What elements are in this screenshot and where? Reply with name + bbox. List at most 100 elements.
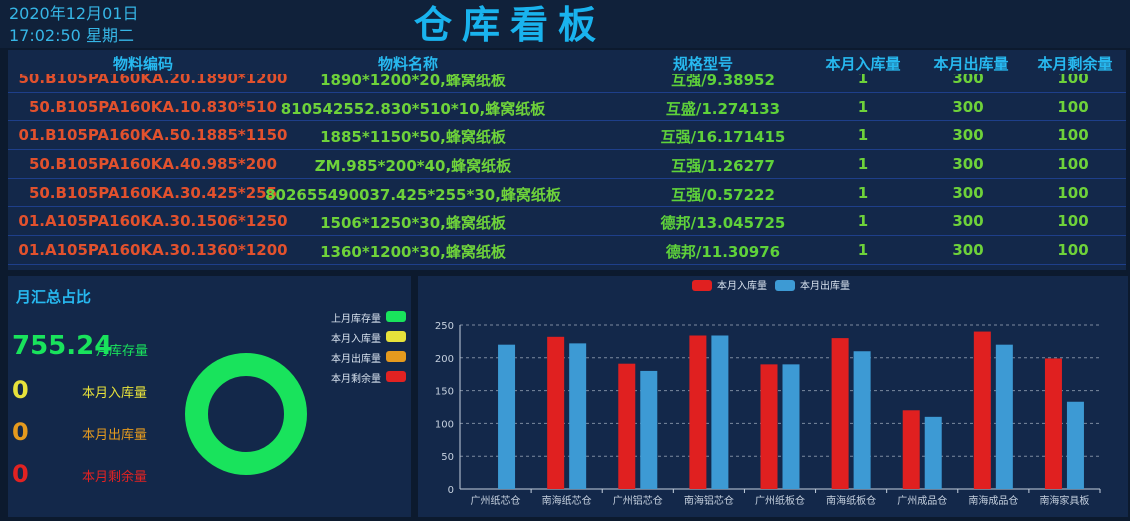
legend-swatch-out (386, 351, 406, 362)
x-tick-label: 广州纸芯仓 (471, 494, 521, 507)
legend-label-in: 本月入库量 (331, 330, 381, 345)
donut-chart (184, 352, 308, 476)
datetime: 2020年12月01日 17:02:50 星期二 (9, 3, 138, 47)
y-tick-label: 150 (435, 387, 454, 398)
table-cell: 802655490037.425*255*30,蜂窝纸板 (258, 184, 568, 205)
table-cell: 1 (803, 126, 923, 144)
column-header-name: 物料名称 (288, 53, 528, 74)
bar (498, 345, 515, 489)
remain-value: 0 (12, 460, 29, 488)
bar (996, 345, 1013, 489)
table-cell: 100 (1013, 212, 1126, 230)
table-cell: 1 (803, 184, 923, 202)
table-cell: 50.B105PA160KA.10.830*510 (8, 98, 298, 116)
table-cell: 1 (803, 155, 923, 173)
x-tick-label: 南海铝芯仓 (684, 494, 734, 507)
legend-swatch-last-stock (386, 311, 406, 322)
column-header-in: 本月入库量 (808, 53, 918, 74)
page-title: 仓库看板 (414, 2, 606, 48)
bar (903, 410, 920, 489)
y-tick-label: 200 (435, 354, 454, 365)
legend-swatch (692, 280, 712, 291)
table-cell: 100 (1013, 126, 1126, 144)
date-text: 2020年12月01日 (9, 3, 138, 25)
bar (689, 335, 706, 489)
header-bar: 2020年12月01日 17:02:50 星期二 仓库看板 (0, 0, 1130, 48)
table-cell: 50.B105PA160KA.40.985*200 (8, 155, 298, 173)
bar (925, 417, 942, 489)
summary-panel: 月汇总占比 755.24 月库存量 0 本月入库量 0 本月出库量 0 本月剩余… (8, 276, 411, 517)
summary-title: 月汇总占比 (16, 286, 91, 307)
bar (640, 371, 657, 489)
table-cell: 1 (803, 212, 923, 230)
column-header-code: 物料编码 (63, 53, 223, 74)
legend-label: 本月入库量 (717, 279, 767, 292)
table-cell: 300 (908, 126, 1028, 144)
out-label: 本月出库量 (82, 424, 147, 443)
table-header: 物料编码 物料名称 规格型号 本月入库量 本月出库量 本月剩余量 (8, 50, 1126, 74)
y-tick-label: 50 (441, 452, 454, 463)
legend-swatch (775, 280, 795, 291)
table-row: 01.B105PA160KA.50.1880*12501880*1250*50,… (8, 265, 1126, 270)
warehouse-bar-chart: 0 50 100 150 200 250 广州纸芯仓 南海纸芯仓 广州铝芯仓 南海铝芯仓 广州纸板仓… (418, 276, 1128, 517)
table-cell: 300 (908, 155, 1028, 173)
legend-swatch-remain (386, 371, 406, 382)
out-value: 0 (12, 418, 29, 446)
table-cell: 1885*1150*50,蜂窝纸板 (258, 126, 568, 147)
y-tick-label: 0 (448, 485, 454, 496)
table-cell: 50.B105PA160KA.30.425*255 (8, 184, 298, 202)
table-cell: 810542552.830*510*10,蜂窝纸板 (258, 98, 568, 119)
bar (1067, 402, 1084, 489)
stock-label: 月库存量 (96, 340, 148, 359)
bar (1045, 358, 1062, 489)
legend-label-last-stock: 上月库存量 (331, 310, 381, 325)
table-cell: 1506*1250*30,蜂窝纸板 (258, 212, 568, 233)
x-tick-label: 南海家具板 (1039, 494, 1089, 507)
table-cell: 300 (908, 212, 1028, 230)
y-tick-label: 250 (435, 321, 454, 332)
y-tick-label: 100 (435, 419, 454, 430)
bar (974, 332, 991, 489)
donut-ring (197, 365, 296, 464)
time-text: 17:02:50 星期二 (9, 25, 138, 47)
table-cell: ZM.985*200*40,蜂窝纸板 (258, 155, 568, 176)
table-cell: 1360*1200*30,蜂窝纸板 (258, 241, 568, 262)
x-tick-label: 广州成品仓 (897, 494, 947, 507)
bar-chart-panel: 0 50 100 150 200 250 广州纸芯仓 南海纸芯仓 广州铝芯仓 南海铝芯仓 广州纸板仓… (418, 276, 1128, 517)
x-tick-label: 广州铝芯仓 (613, 494, 663, 507)
x-tick-label: 南海纸芯仓 (542, 494, 592, 507)
table-cell: 300 (908, 98, 1028, 116)
legend-label-out: 本月出库量 (331, 350, 381, 365)
bar (547, 337, 564, 489)
bar (711, 335, 728, 489)
bar (783, 364, 800, 489)
bar (761, 364, 778, 489)
table-cell: 100 (1013, 241, 1126, 259)
in-value: 0 (12, 376, 29, 404)
column-header-spec: 规格型号 (578, 53, 828, 74)
legend-label-remain: 本月剩余量 (331, 370, 381, 385)
table-cell: 01.A105PA160KA.30.1360*1200 (8, 241, 298, 259)
bar (832, 338, 849, 489)
x-tick-label: 广州纸板仓 (755, 494, 805, 507)
legend-swatch-in (386, 331, 406, 342)
table-cell: 300 (908, 184, 1028, 202)
table-cell: 01.A105PA160KA.30.1506*1250 (8, 212, 298, 230)
x-tick-label: 南海纸板仓 (826, 494, 876, 507)
column-header-out: 本月出库量 (916, 53, 1026, 74)
remain-label: 本月剩余量 (82, 466, 147, 485)
table-cell: 300 (908, 241, 1028, 259)
column-header-remain: 本月剩余量 (1020, 53, 1126, 74)
table-cell: 1 (803, 241, 923, 259)
table-cell: 01.B105PA160KA.50.1885*1150 (8, 126, 298, 144)
legend-label: 本月出库量 (800, 279, 850, 292)
bar (569, 343, 586, 489)
